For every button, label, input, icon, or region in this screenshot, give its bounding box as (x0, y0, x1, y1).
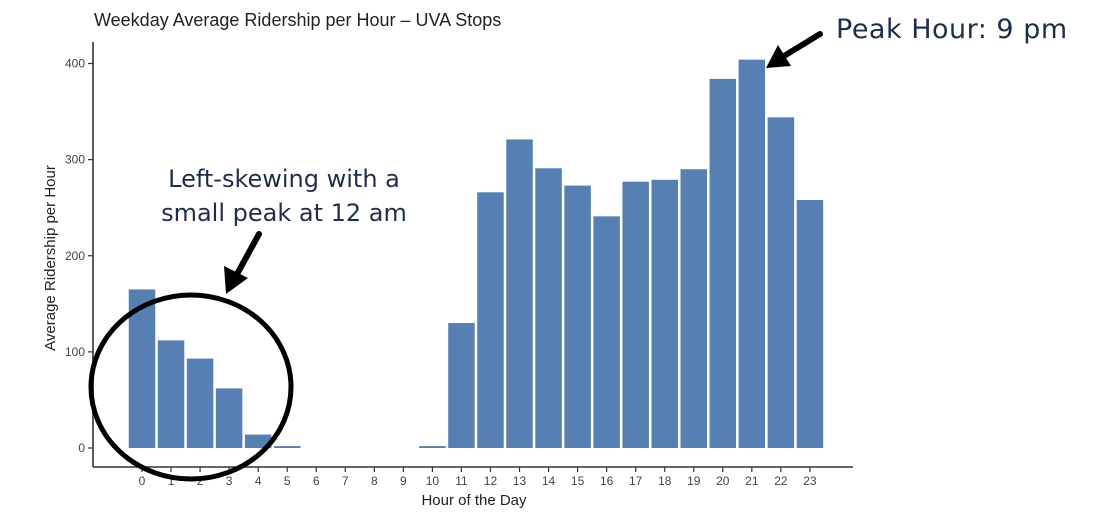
x-tick-label: 20 (716, 474, 730, 488)
x-tick-label: 17 (629, 474, 643, 488)
skew-annotation-line-1: Left-skewing with a (168, 165, 400, 193)
x-tick-label: 12 (484, 474, 498, 488)
x-tick-label: 7 (342, 474, 349, 488)
x-tick-label: 16 (600, 474, 614, 488)
bar-hour-4 (244, 434, 272, 448)
bar-hour-2 (186, 358, 214, 448)
bar-hour-3 (215, 388, 243, 448)
y-tick-label: 200 (65, 249, 85, 263)
chart-title: Weekday Average Ridership per Hour – UVA… (94, 10, 502, 30)
bar-hour-16 (593, 216, 620, 448)
x-tick-label: 13 (513, 474, 527, 488)
x-tick-label: 0 (139, 474, 146, 488)
x-tick-label: 21 (745, 474, 759, 488)
x-tick-label: 23 (803, 474, 817, 488)
y-ticks-group: 0 100 200 300 400 (65, 57, 93, 455)
bar-hour-18 (651, 179, 678, 448)
bar-hour-11 (448, 323, 475, 448)
x-tick-label: 5 (284, 474, 291, 488)
bar-hour-21 (738, 59, 766, 449)
x-tick-label: 9 (400, 474, 407, 488)
x-tick-label: 19 (687, 474, 701, 488)
bars-group (128, 59, 824, 449)
x-ticks-group: 0 1 2 3 4 5 6 7 8 9 10 11 12 13 14 15 16 17 18 19 20 21 22 23 (139, 467, 817, 488)
skew-highlight-circle (88, 292, 294, 482)
bar-hour-23 (796, 200, 824, 448)
x-tick-label: 10 (426, 474, 440, 488)
skew-arrow-icon (224, 231, 262, 294)
skew-annotation: Left-skewing with a small peak at 12 am (134, 162, 434, 230)
peak-hour-annotation: Peak Hour: 9 pm (836, 14, 1068, 45)
bar-hour-10 (419, 446, 446, 448)
x-tick-label: 4 (255, 474, 262, 488)
bar-hour-1 (157, 340, 185, 448)
bar-hour-22 (767, 117, 795, 448)
x-tick-label: 14 (542, 474, 556, 488)
y-tick-label: 0 (78, 441, 85, 455)
bar-hour-14 (535, 168, 562, 448)
y-tick-label: 400 (65, 57, 85, 71)
x-tick-label: 6 (313, 474, 320, 488)
y-tick-label: 300 (65, 153, 85, 167)
bar-hour-12 (477, 192, 504, 448)
x-tick-label: 22 (774, 474, 788, 488)
bar-hour-17 (622, 181, 649, 449)
bar-hour-0 (128, 289, 156, 448)
x-tick-label: 1 (168, 474, 175, 488)
bar-hour-5 (273, 446, 301, 448)
bar-hour-20 (709, 78, 737, 448)
peak-arrow-icon (766, 31, 823, 68)
x-tick-label: 11 (455, 474, 468, 488)
x-axis-label: Hour of the Day (421, 492, 527, 509)
x-tick-label: 15 (571, 474, 585, 488)
x-tick-label: 8 (371, 474, 378, 488)
skew-annotation-line-2: small peak at 12 am (161, 199, 407, 227)
bar-hour-15 (564, 185, 591, 448)
x-tick-label: 3 (226, 474, 233, 488)
y-axis-label: Average Ridership per Hour (42, 165, 59, 351)
bar-hour-19 (680, 169, 708, 449)
bar-hour-13 (506, 139, 533, 448)
y-tick-label: 100 (65, 345, 85, 359)
x-tick-label: 18 (658, 474, 672, 488)
